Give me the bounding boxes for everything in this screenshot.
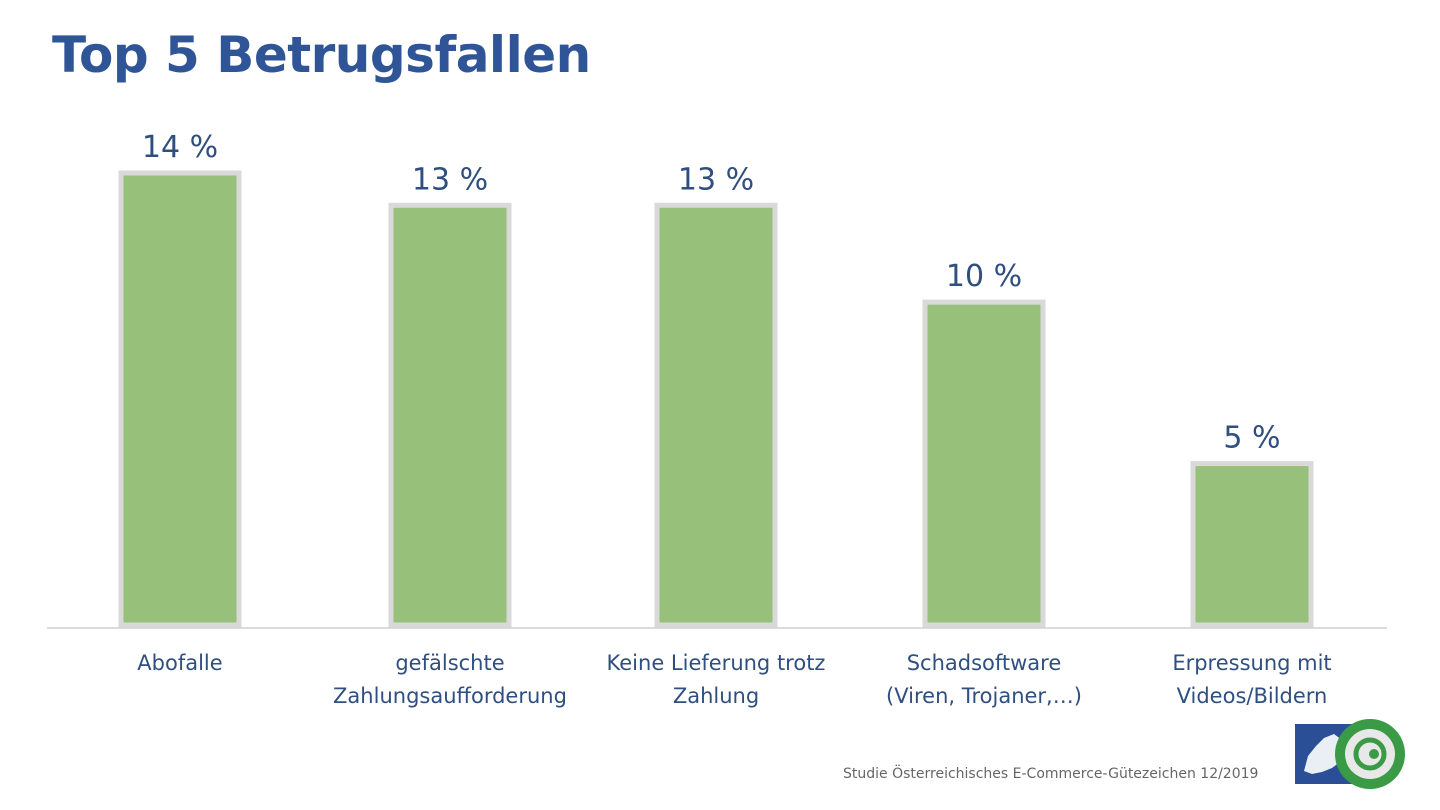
bar	[388, 202, 512, 628]
category-label: Keine Lieferung trotz	[607, 651, 826, 675]
data-label: 5 %	[1223, 421, 1280, 456]
data-label: 10 %	[946, 259, 1022, 294]
bar	[654, 202, 778, 628]
guetezeichen-logo	[1295, 719, 1405, 789]
data-label: 13 %	[412, 162, 488, 197]
category-label: Schadsoftware	[907, 651, 1062, 675]
bar	[922, 299, 1046, 628]
category-label: Abofalle	[137, 651, 222, 675]
category-label: Erpressung mit	[1172, 651, 1331, 675]
source-note: Studie Österreichisches E-Commerce-Gütez…	[843, 766, 1259, 782]
data-label: 14 %	[142, 130, 218, 165]
bar	[1190, 461, 1314, 628]
category-label: Zahlung	[673, 684, 759, 708]
category-label: (Viren, Trojaner,…)	[886, 684, 1082, 708]
page-title: Top 5 Betrugsfallen	[52, 26, 591, 84]
category-label: gefälschte	[395, 651, 504, 675]
bar	[118, 170, 242, 628]
category-label: Zahlungsaufforderung	[333, 684, 567, 708]
data-label: 13 %	[678, 162, 754, 197]
category-label: Videos/Bildern	[1177, 684, 1328, 708]
